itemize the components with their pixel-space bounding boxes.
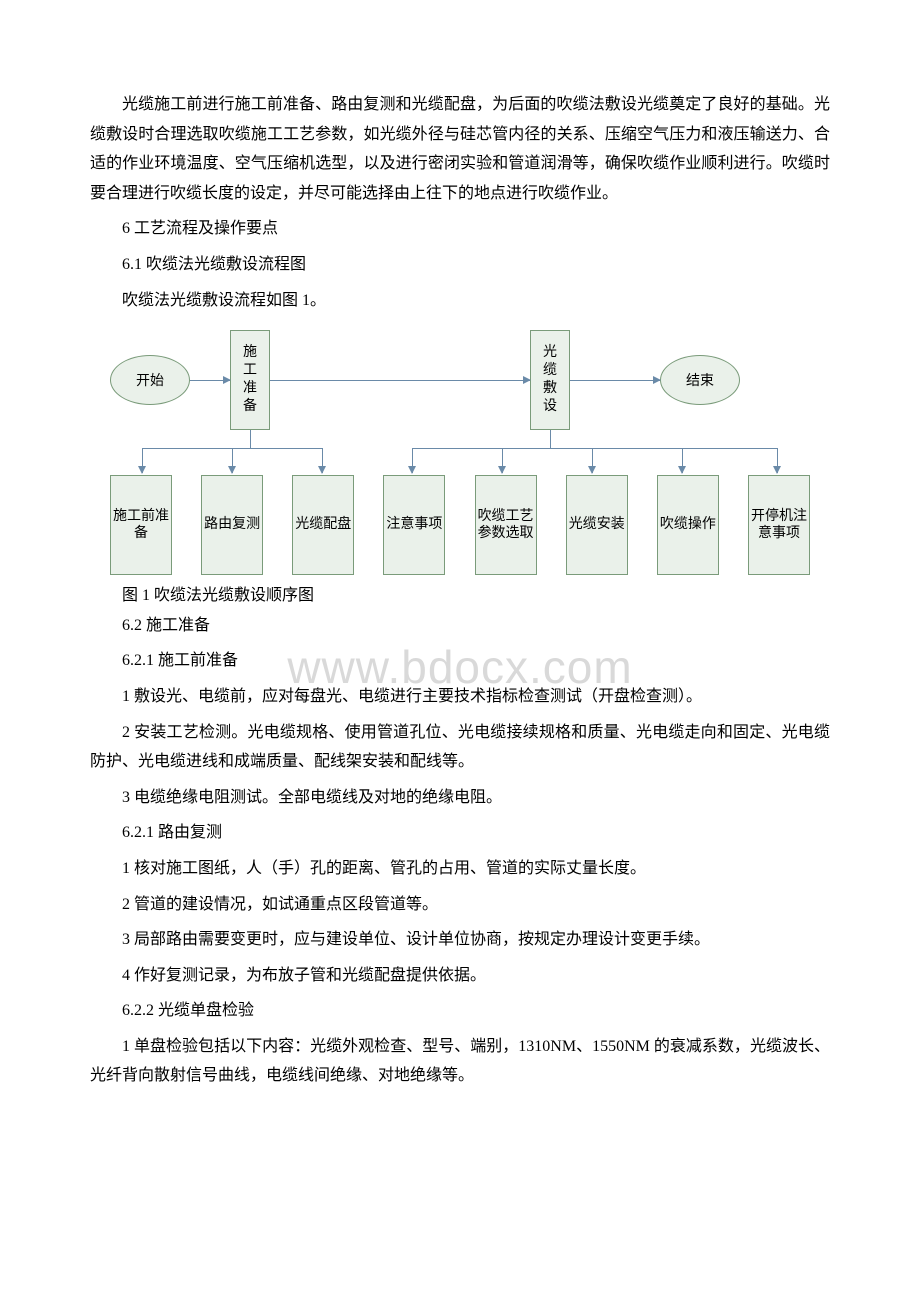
flow-node-end: 结束 bbox=[660, 355, 740, 405]
flow-node: 施工前准备 bbox=[110, 475, 172, 575]
paragraph: 1 单盘检验包括以下内容：光缆外观检查、型号、端别，1310NM、1550NM … bbox=[90, 1032, 830, 1091]
paragraph: 吹缆法光缆敷设流程如图 1。 bbox=[90, 286, 830, 316]
paragraph: 光缆施工前进行施工前准备、路由复测和光缆配盘，为后面的吹缆法敷设光缆奠定了良好的… bbox=[90, 90, 830, 208]
flowchart-top-row: 开始 施工准备 光缆敷设 结束 bbox=[110, 325, 810, 435]
paragraph: 2 管道的建设情况，如试通重点区段管道等。 bbox=[90, 890, 830, 920]
flow-node-label: 光缆敷设 bbox=[543, 344, 557, 417]
flow-node: 路由复测 bbox=[201, 475, 263, 575]
flow-node: 光缆配盘 bbox=[292, 475, 354, 575]
flow-node-prep: 施工准备 bbox=[230, 330, 270, 430]
flow-node: 光缆安装 bbox=[566, 475, 628, 575]
heading-6-2-2: 6.2.2 光缆单盘检验 bbox=[90, 996, 830, 1026]
paragraph: 2 安装工艺检测。光电缆规格、使用管道孔位、光电缆接续规格和质量、光电缆走向和固… bbox=[90, 718, 830, 777]
heading-6-1: 6.1 吹缆法光缆敷设流程图 bbox=[90, 250, 830, 280]
flow-node: 开停机注意事项 bbox=[748, 475, 810, 575]
paragraph: 1 核对施工图纸，人（手）孔的距离、管孔的占用、管道的实际丈量长度。 bbox=[90, 854, 830, 884]
paragraph: 3 电缆绝缘电阻测试。全部电缆线及对地的绝缘电阻。 bbox=[90, 783, 830, 813]
figure-caption: 图 1 吹缆法光缆敷设顺序图 bbox=[90, 581, 830, 611]
document-body: 光缆施工前进行施工前准备、路由复测和光缆配盘，为后面的吹缆法敷设光缆奠定了良好的… bbox=[90, 90, 830, 1091]
flowchart-bottom-row: 施工前准备 路由复测 光缆配盘 注意事项 吹缆工艺参数选取 光缆安装 吹缆操作 … bbox=[110, 475, 810, 575]
heading-6: 6 工艺流程及操作要点 bbox=[90, 214, 830, 244]
flow-node: 吹缆工艺参数选取 bbox=[475, 475, 537, 575]
flow-node-start: 开始 bbox=[110, 355, 190, 405]
flowchart-figure: 开始 施工准备 光缆敷设 结束 bbox=[110, 325, 810, 575]
heading-6-2-1b: 6.2.1 路由复测 bbox=[90, 818, 830, 848]
heading-6-2: 6.2 施工准备 bbox=[90, 611, 830, 641]
flow-node: 注意事项 bbox=[383, 475, 445, 575]
flow-node: 吹缆操作 bbox=[657, 475, 719, 575]
paragraph: 4 作好复测记录，为布放子管和光缆配盘提供依据。 bbox=[90, 961, 830, 991]
flow-node-label: 施工准备 bbox=[243, 344, 257, 417]
paragraph: 1 敷设光、电缆前，应对每盘光、电缆进行主要技术指标检查测试（开盘检查测）。 bbox=[90, 682, 830, 712]
heading-6-2-1: 6.2.1 施工前准备 bbox=[90, 646, 830, 676]
flow-node-lay: 光缆敷设 bbox=[530, 330, 570, 430]
paragraph: 3 局部路由需要变更时，应与建设单位、设计单位协商，按规定办理设计变更手续。 bbox=[90, 925, 830, 955]
